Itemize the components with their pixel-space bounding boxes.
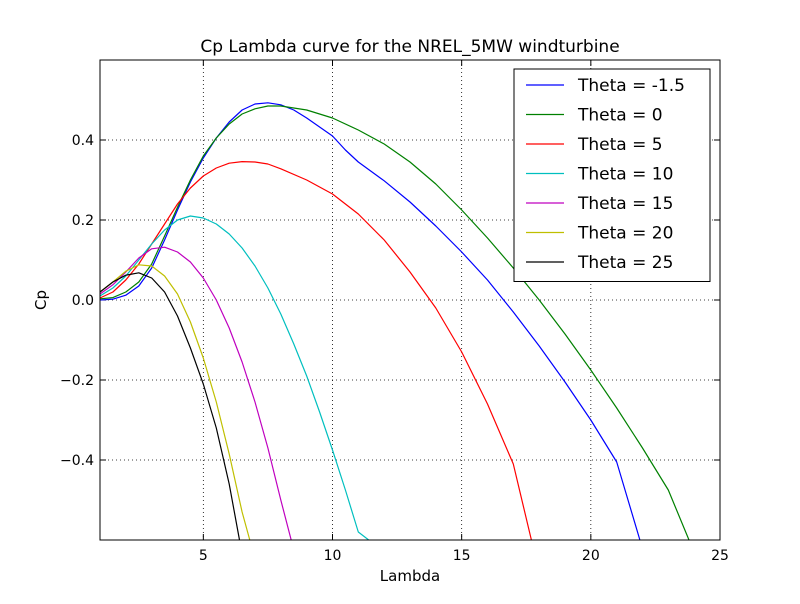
y-tick-labels: −0.4 −0.2 0.0 0.2 0.4 [60, 133, 94, 469]
series-line-1 [100, 105, 690, 540]
y-tick-label: −0.2 [60, 373, 94, 389]
legend-label: Theta = -1.5 [577, 76, 685, 96]
x-tick-label: 10 [324, 548, 342, 564]
axis-ticks [100, 60, 721, 540]
legend-label: Theta = 15 [577, 194, 673, 214]
x-tick-label: 5 [199, 548, 208, 564]
legend-label: Theta = 10 [577, 165, 673, 185]
y-tick-label: 0.0 [72, 293, 94, 309]
series-lines [100, 102, 690, 540]
legend-label: Theta = 5 [577, 135, 663, 155]
x-tick-labels: 5 10 15 20 25 [199, 548, 729, 564]
plot-frame [99, 59, 721, 541]
legend-label: Theta = 0 [577, 106, 663, 126]
y-tick-label: −0.4 [60, 453, 94, 469]
x-tick-label: 20 [582, 548, 600, 564]
y-tick-label: 0.2 [72, 213, 94, 229]
series-line-6 [100, 272, 241, 540]
legend-label: Theta = 25 [577, 253, 673, 273]
legend-label: Theta = 20 [577, 224, 673, 244]
series-line-2 [100, 161, 532, 540]
y-axis-label: Cp [32, 290, 50, 310]
series-line-4 [100, 246, 292, 540]
x-axis-label: Lambda [380, 567, 440, 585]
y-tick-label: 0.4 [72, 133, 94, 149]
series-line-3 [100, 215, 370, 540]
x-tick-label: 25 [711, 548, 729, 564]
x-tick-label: 15 [453, 548, 471, 564]
series-line-5 [100, 264, 251, 540]
legend: Theta = -1.5 Theta = 0 Theta = 5 Theta = 10… [513, 68, 711, 282]
legend-box [513, 68, 711, 282]
series-line-0 [100, 102, 641, 540]
chart-title: Cp Lambda curve for the NREL_5MW windtur… [200, 37, 619, 57]
